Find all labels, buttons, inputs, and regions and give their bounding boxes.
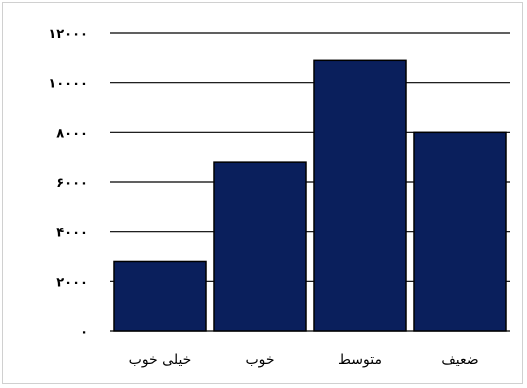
y-tick-label: ۱۲۰۰۰ bbox=[48, 27, 88, 42]
x-category-label: خیلی خوب bbox=[129, 352, 192, 368]
x-category-label: ضعیف bbox=[441, 352, 478, 368]
y-tick-label: ۴۰۰۰ bbox=[56, 226, 88, 241]
bar bbox=[113, 260, 207, 332]
bars bbox=[113, 59, 507, 332]
bar bbox=[413, 131, 507, 332]
x-axis-labels: خیلی خوب خوب متوسط ضعیف bbox=[129, 352, 479, 368]
x-category-label: خوب bbox=[245, 352, 274, 368]
y-tick-label: ۰ bbox=[80, 325, 88, 340]
bar bbox=[313, 59, 407, 332]
y-tick-label: ۶۰۰۰ bbox=[56, 176, 88, 191]
y-tick-label: ۲۰۰۰ bbox=[56, 275, 88, 290]
y-axis-ticks: ۰ ۲۰۰۰ ۴۰۰۰ ۶۰۰۰ ۸۰۰۰ ۱۰۰۰۰ ۱۲۰۰۰ bbox=[48, 27, 88, 340]
bar bbox=[213, 161, 307, 332]
y-tick-label: ۱۰۰۰۰ bbox=[48, 77, 88, 92]
y-tick-label: ۸۰۰۰ bbox=[56, 126, 88, 141]
x-category-label: متوسط bbox=[338, 352, 382, 368]
